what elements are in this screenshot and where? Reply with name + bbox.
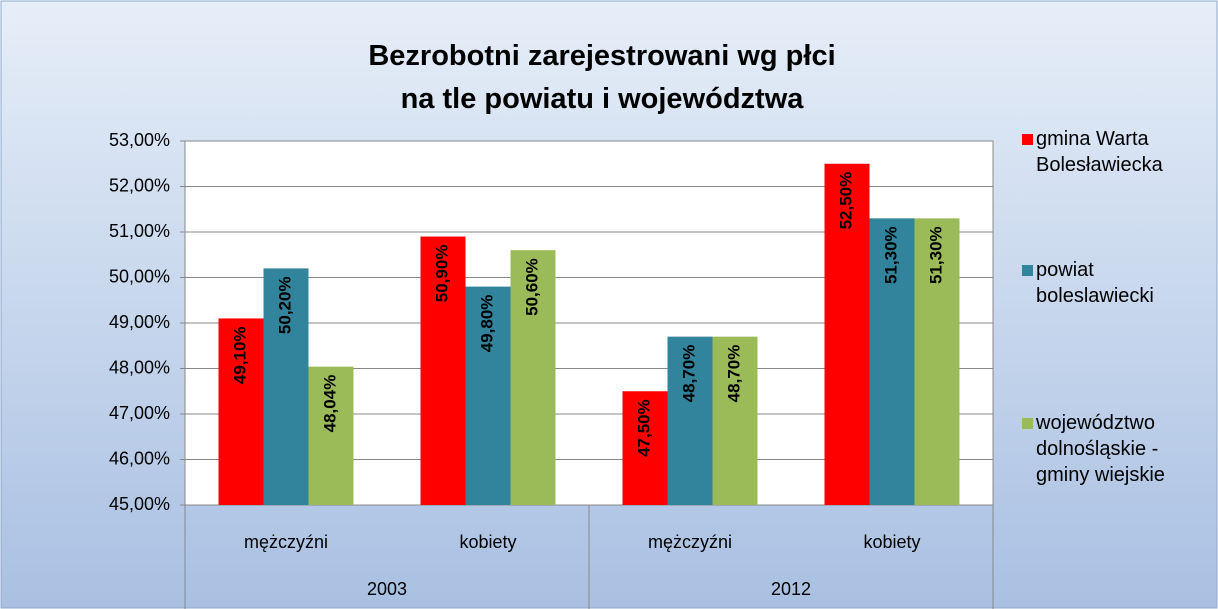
group-label: 2003 <box>367 579 407 599</box>
data-label: 51,30% <box>881 226 900 284</box>
legend-item: gmina Warta Bolesławiecka <box>1022 126 1211 178</box>
y-tick-label: 45,00% <box>109 494 170 514</box>
data-label: 48,70% <box>679 345 698 403</box>
legend-swatch <box>1022 134 1033 145</box>
data-label: 48,70% <box>724 345 743 403</box>
data-label: 52,50% <box>836 172 855 230</box>
legend-swatch <box>1022 265 1033 276</box>
y-tick-label: 53,00% <box>109 130 170 150</box>
legend-item: województwo dolnośląskie - gminy wiejski… <box>1022 410 1211 488</box>
bar <box>869 218 915 505</box>
bar <box>914 218 960 505</box>
y-tick-label: 46,00% <box>109 448 170 468</box>
legend-item: powiat boleslawiecki <box>1022 257 1211 309</box>
bar <box>465 286 511 505</box>
legend-label: powiat boleslawiecki <box>1036 259 1154 307</box>
bar <box>308 366 354 505</box>
chart-title: Bezrobotni zarejestrowani wg płci na tle … <box>368 40 835 115</box>
data-label: 49,80% <box>477 295 496 353</box>
y-tick-label: 47,00% <box>109 403 170 423</box>
x-tick-label: kobiety <box>459 532 516 552</box>
y-tick-label: 52,00% <box>109 175 170 195</box>
y-tick-label: 51,00% <box>109 221 170 241</box>
legend-label: województwo dolnośląskie - gminy wiejski… <box>1036 412 1165 486</box>
data-label: 51,30% <box>926 226 945 284</box>
legend-label: gmina Warta Bolesławiecka <box>1036 128 1163 176</box>
data-label: 50,90% <box>432 245 451 303</box>
bar <box>420 236 466 506</box>
y-tick-label: 49,00% <box>109 312 170 332</box>
data-label: 50,60% <box>522 258 541 316</box>
group-label: 2012 <box>771 579 811 599</box>
bar <box>712 336 758 505</box>
data-label: 48,04% <box>320 375 339 433</box>
bar <box>510 250 556 505</box>
y-tick-label: 48,00% <box>109 357 170 377</box>
x-tick-label: mężczyźni <box>648 532 732 552</box>
data-label: 49,10% <box>230 326 249 384</box>
data-label: 50,20% <box>275 276 294 334</box>
bar <box>263 268 309 505</box>
bar <box>824 163 870 505</box>
data-label: 47,50% <box>634 399 653 457</box>
bar <box>622 391 668 505</box>
y-tick-label: 50,00% <box>109 266 170 286</box>
x-tick-label: kobiety <box>863 532 920 552</box>
bar <box>218 318 264 505</box>
bar <box>667 336 713 505</box>
legend-swatch <box>1022 418 1033 429</box>
x-tick-label: mężczyźni <box>244 532 328 552</box>
